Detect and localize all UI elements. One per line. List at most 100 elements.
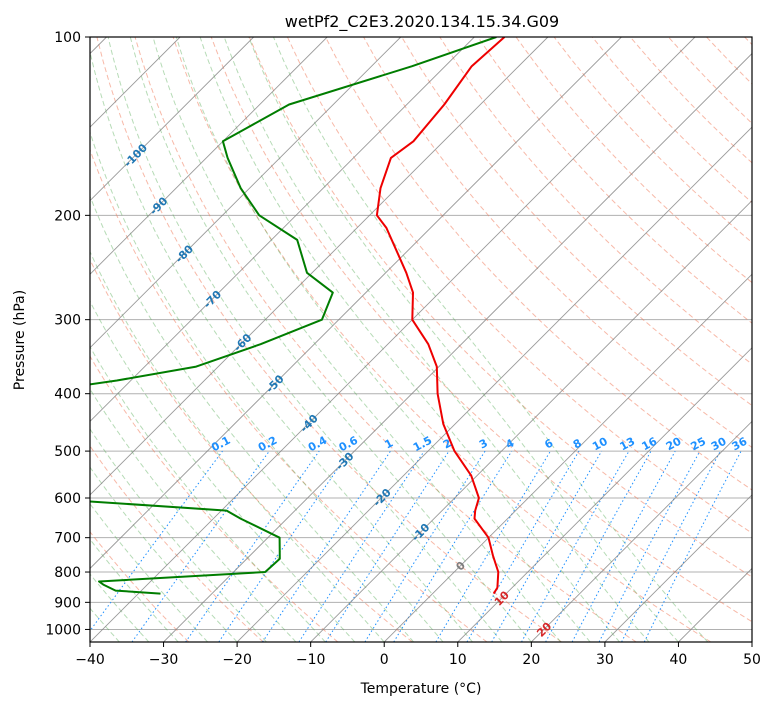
mixing-ratio-line: [131, 450, 270, 642]
x-axis-ticks: −40 −30 −20 −10 0 10 20 30 40 50: [75, 642, 761, 668]
y-tick-label: 200: [54, 208, 81, 224]
isotherm-label: 0: [453, 559, 468, 574]
sounding-profiles: [90, 37, 506, 595]
isotherm-label: -80: [173, 242, 196, 265]
skewed-isotherm: [90, 37, 622, 570]
dry-adiabat: [90, 258, 413, 642]
x-tick-label: 30: [596, 652, 614, 668]
y-tick-label: 800: [54, 565, 81, 581]
y-tick-label: 1000: [45, 622, 81, 638]
isotherm-label: -70: [201, 288, 224, 311]
moist-adiabat: [90, 428, 267, 642]
moist-adiabat: [248, 37, 679, 642]
moist-adiabat: [90, 466, 238, 642]
mixing-ratio-label: 30: [709, 435, 729, 454]
dry-adiabat: [90, 445, 264, 642]
x-tick-label: −10: [296, 652, 326, 668]
moist-adiabat: [273, 37, 709, 642]
dry-adiabat: [96, 37, 562, 642]
moist-adiabats: [90, 37, 709, 642]
dry-adiabat: [668, 37, 752, 125]
mixing-ratio-line: [521, 450, 630, 642]
skewed-isotherm: [383, 273, 752, 642]
mixing-ratio-line: [621, 450, 721, 642]
mixing-ratio-line: [571, 450, 676, 642]
dry-adiabat: [325, 37, 752, 491]
mixing-ratio-line: [185, 450, 320, 642]
mixing-ratio-line: [218, 450, 351, 642]
y-tick-label: 900: [54, 595, 81, 611]
mixing-ratio-line: [325, 450, 450, 642]
dry-adiabat: [90, 355, 339, 642]
mixing-ratio-label: 36: [730, 435, 750, 454]
mixing-ratio-lines: [90, 450, 742, 642]
mixing-ratio-label: 1: [382, 436, 395, 451]
dry-adiabat: [248, 37, 752, 578]
y-tick-label: 500: [54, 444, 81, 460]
skewed-isotherm: [678, 567, 752, 642]
mixing-ratio-line: [262, 450, 391, 642]
skewed-isotherm: [457, 347, 752, 642]
x-axis-label: Temperature (°C): [360, 681, 482, 697]
x-tick-label: 50: [743, 652, 761, 668]
x-tick-label: 20: [522, 652, 540, 668]
moist-adiabat: [90, 300, 356, 642]
plot-frame: [89, 36, 753, 643]
y-tick-label: 400: [54, 387, 81, 403]
moist-adiabat: [107, 37, 503, 642]
isotherm-label: -10: [409, 521, 432, 544]
skewed-isotherm: [90, 37, 254, 202]
dry-adiabat: [629, 37, 752, 164]
mixing-ratio-label: 6: [542, 436, 555, 451]
skewed-isotherm: [90, 37, 549, 496]
x-tick-label: 10: [449, 652, 467, 668]
y-tick-label: 300: [54, 313, 81, 329]
x-tick-label: −20: [222, 652, 252, 668]
mixing-ratio-label: 20: [664, 434, 684, 453]
moist-adiabat: [90, 503, 209, 642]
mixing-ratio-line: [90, 450, 223, 632]
mixing-ratio-label: 10: [590, 435, 610, 454]
x-tick-label: 40: [670, 652, 688, 668]
dry-adiabat: [210, 37, 752, 623]
y-axis-ticks: 100 200 300 400 500 600 700 800 900 1000: [45, 30, 90, 638]
moist-adiabat: [90, 573, 150, 642]
skewed-isotherm: [90, 37, 328, 275]
dry-adiabat: [401, 37, 752, 407]
dry-adiabat: [591, 37, 752, 204]
dry-adiabat: [134, 37, 637, 642]
mixing-ratio-label: 4: [504, 436, 517, 451]
y-tick-label: 700: [54, 531, 81, 547]
skewed-isotherm: [604, 494, 752, 642]
dry-adiabats: [90, 37, 752, 642]
moist-adiabat: [152, 37, 562, 642]
x-tick-label: −40: [75, 652, 105, 668]
dry-adiabat: [477, 37, 752, 324]
mixing-ratio-label: 13: [618, 435, 638, 454]
skewed-isotherm: [310, 200, 752, 642]
isotherm-label: -90: [147, 194, 170, 217]
plot-area: 0.1 0.2 0.4 0.6 1 1.5 2 3 4 6 8 10 13 16 20 25 30 36 -100…: [90, 37, 752, 642]
skewed-isotherm: [236, 126, 752, 642]
dry-adiabat: [553, 37, 752, 244]
mixing-ratio-line: [298, 450, 425, 642]
dry-adiabat: [706, 37, 752, 85]
isotherm-label: 20: [534, 620, 554, 640]
x-tick-label: 0: [380, 652, 389, 668]
moist-adiabat: [223, 37, 650, 642]
mixing-ratio-line: [545, 450, 652, 642]
moist-adiabat: [90, 538, 179, 642]
moist-adiabat: [129, 37, 532, 642]
pressure-gridlines: [90, 37, 752, 630]
skewed-isotherm: [90, 37, 402, 349]
dry-adiabat: [744, 37, 752, 46]
moist-adiabat: [90, 388, 297, 642]
dewpoint-profile: [90, 37, 497, 595]
dry-adiabat: [515, 37, 752, 284]
isotherm-label: -50: [263, 372, 286, 395]
moist-adiabat: [90, 49, 473, 642]
y-tick-label: 600: [54, 491, 81, 507]
moist-adiabat: [90, 195, 414, 642]
